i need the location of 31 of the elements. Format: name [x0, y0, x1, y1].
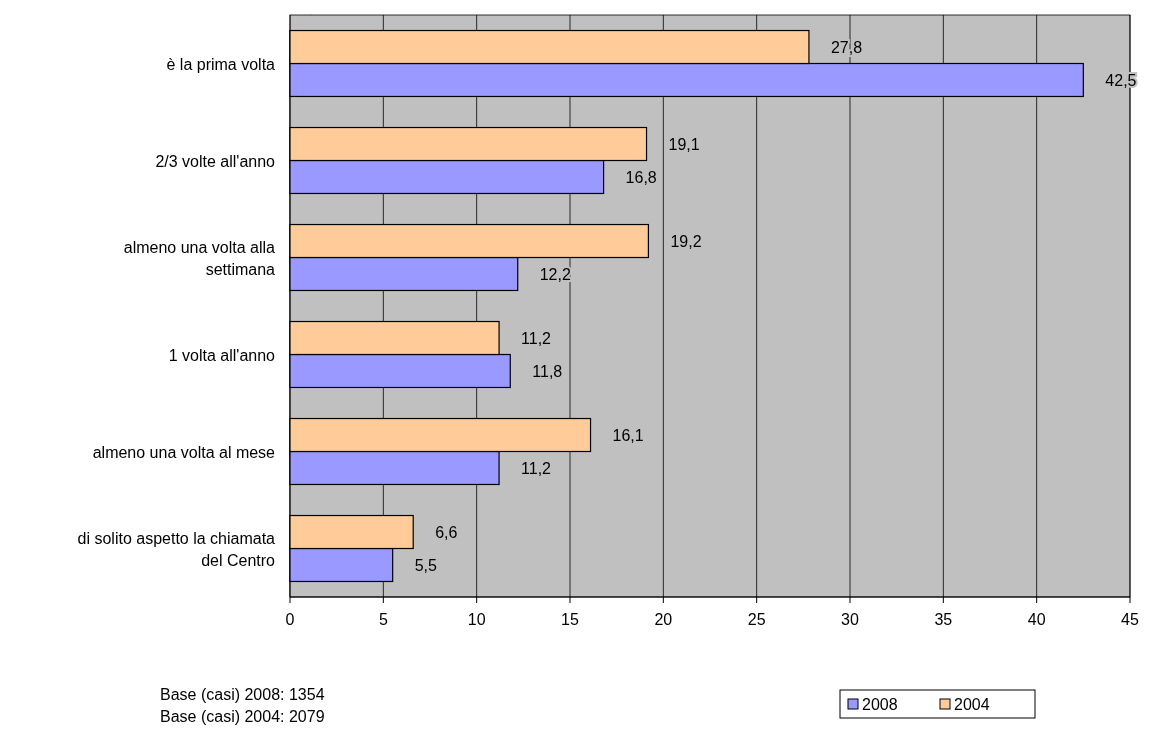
x-tick-label: 15: [561, 611, 579, 628]
y-tick-label: è la prima volta: [166, 55, 276, 73]
x-tick-label: 35: [934, 611, 953, 628]
data-label: 11,2: [521, 330, 552, 348]
data-label: 27,8: [830, 39, 863, 57]
data-label: 19,1: [668, 136, 700, 154]
x-tick-label: 20: [654, 611, 673, 628]
x-tick-label: 40: [1027, 611, 1046, 628]
data-label: 6,6: [435, 524, 458, 542]
x-tick-label: 5: [378, 611, 388, 628]
x-tick-label: 0: [285, 611, 295, 628]
y-tick-label: 1 volta all'anno: [168, 346, 276, 364]
x-tick-label: 30: [841, 611, 859, 628]
data-label: 11,8: [532, 362, 563, 380]
y-tick-label: 2/3 volte all'anno: [155, 152, 276, 170]
data-label: 19,2: [670, 233, 702, 251]
data-label: 16,8: [625, 168, 657, 186]
x-tick-label: 25: [747, 611, 766, 628]
x-tick-label: 45: [1121, 611, 1139, 628]
x-tick-label: 10: [467, 611, 486, 628]
data-label: 12,2: [539, 265, 571, 283]
text: Base (casi) 2008: 1354: [160, 686, 325, 703]
data-label: 5,5: [414, 556, 438, 574]
y-tick-label: almeno una volta al mese: [92, 443, 276, 461]
data-label: 11,2: [521, 459, 552, 477]
data-label: 16,1: [612, 427, 644, 445]
y-tick-label: almeno una volta alla settimana: [123, 238, 276, 278]
text: Base (casi) 2004: 2079: [160, 708, 325, 725]
legend-label: 2004: [954, 696, 990, 713]
y-tick-label: di solito aspetto la chiamata del Centro: [77, 529, 276, 569]
legend-label: 2008: [862, 696, 898, 713]
